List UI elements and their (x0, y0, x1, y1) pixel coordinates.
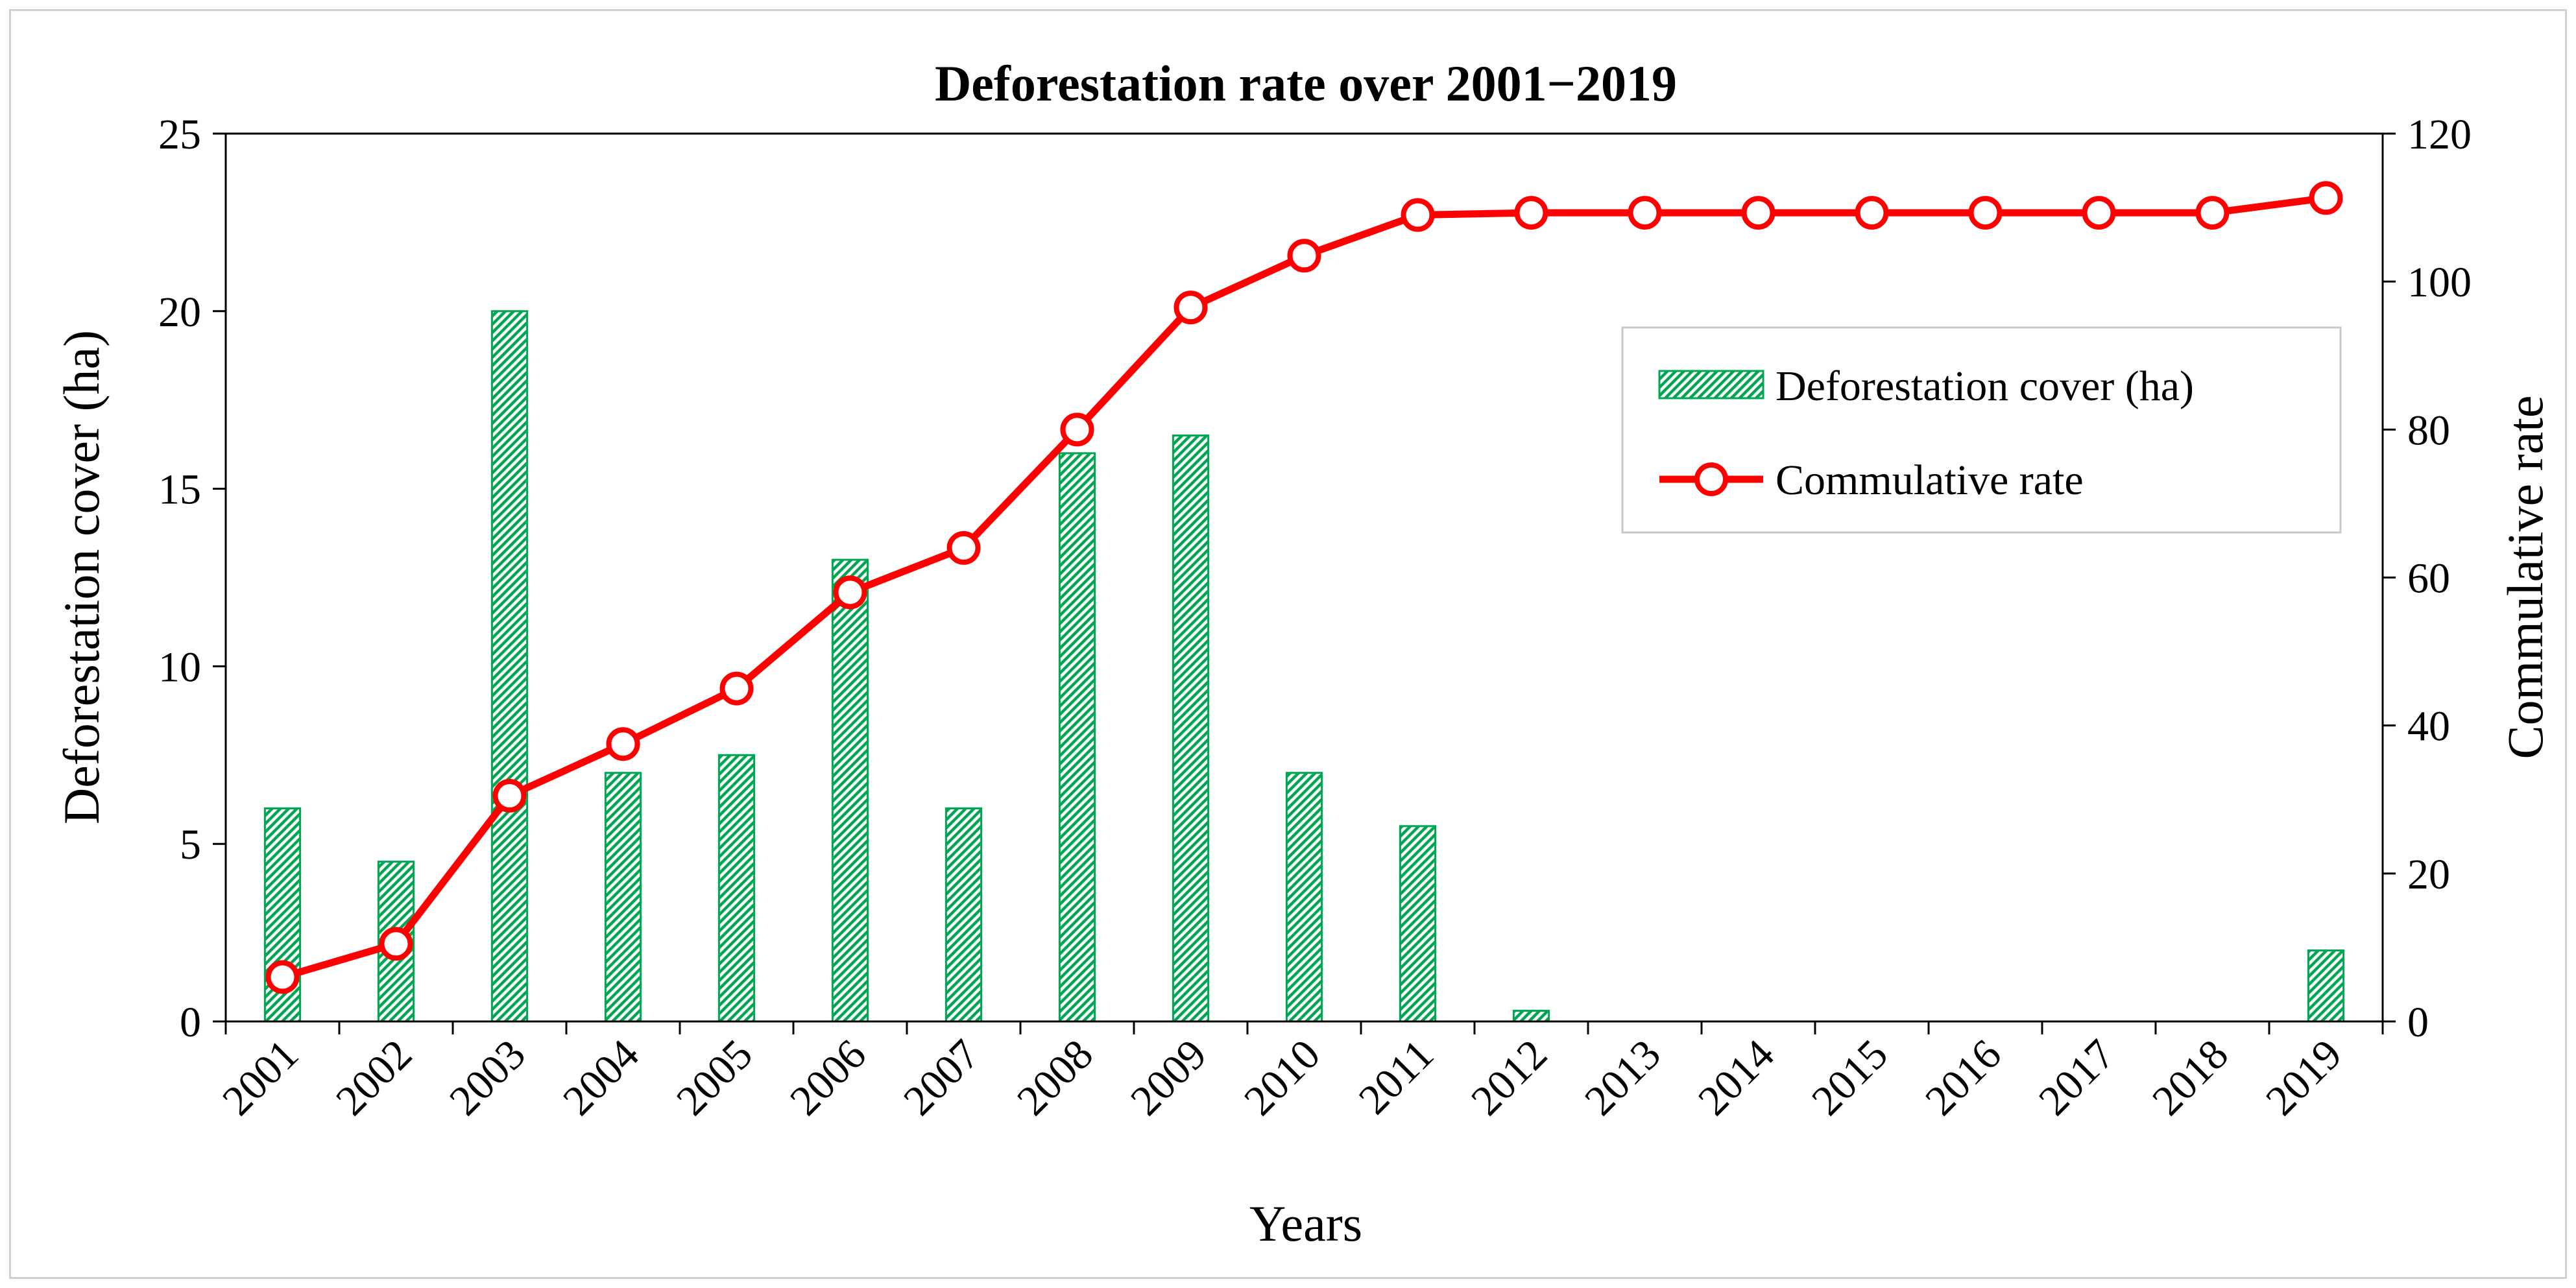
y2-tick-label: 40 (2407, 703, 2450, 750)
point-2011 (1401, 198, 1435, 232)
x-tick-label-2011: 2011 (1350, 1031, 1443, 1123)
bar-2011 (1399, 825, 1437, 1023)
bar-2012 (1512, 1010, 1550, 1023)
point-2016 (1968, 196, 2003, 230)
point-2007 (946, 531, 981, 565)
bar-2005 (717, 754, 756, 1023)
x-tick-label-2009: 2009 (1122, 1031, 1216, 1125)
x-tick-label-2002: 2002 (327, 1031, 421, 1125)
x-tick-label-2016: 2016 (1916, 1031, 2010, 1125)
y2-tick-label: 20 (2407, 851, 2450, 898)
x-tick-label-2005: 2005 (668, 1031, 762, 1125)
y2-tick-label: 80 (2407, 407, 2450, 454)
bar-2007 (945, 807, 983, 1023)
y-tick-label: 25 (158, 111, 201, 158)
point-2015 (1855, 196, 1889, 230)
y-axis-title: Deforestation cover (ha) (53, 330, 110, 824)
bar-2003 (490, 310, 529, 1023)
legend-bar-label: Deforestation cover (ha) (1776, 363, 2194, 410)
x-tick-label-2012: 2012 (1462, 1031, 1556, 1125)
y2-tick-label: 120 (2407, 111, 2472, 158)
point-2001 (265, 960, 300, 994)
line-series (265, 181, 2343, 994)
point-2008 (1060, 412, 1094, 447)
point-2004 (606, 727, 640, 761)
chart-canvas: Deforestation rate over 2001−2019 2001 20… (53, 55, 2553, 1252)
legend-box (1621, 326, 2342, 534)
bar-2008 (1058, 452, 1096, 1023)
y2-tick-label: 0 (2407, 999, 2429, 1046)
y-tick-label: 10 (158, 643, 201, 691)
point-2005 (719, 671, 754, 706)
point-2002 (379, 927, 413, 961)
x-axis: 2001 2002 2003 2004 2005 2006 2007 2008 2009 2010… (213, 1021, 2384, 1125)
bar-2019 (2307, 949, 2345, 1023)
point-2010 (1287, 239, 1321, 273)
y2-tick-label: 100 (2407, 259, 2472, 306)
y-tick-label: 15 (158, 466, 201, 514)
point-2019 (2309, 181, 2343, 215)
chart-frame: Deforestation rate over 2001−2019 2001 20… (9, 9, 2567, 1279)
x-tick-label-2008: 2008 (1008, 1031, 1102, 1125)
x-tick-label-2007: 2007 (895, 1031, 989, 1125)
x-tick-label-2018: 2018 (2143, 1031, 2237, 1125)
bar-2006 (831, 558, 869, 1023)
x-tick-label-2003: 2003 (440, 1031, 535, 1125)
x-axis-title: Years (1249, 1195, 1362, 1252)
legend-line-marker (1694, 462, 1728, 496)
bar-2004 (604, 772, 642, 1023)
point-2009 (1174, 291, 1208, 325)
x-tick-label-2015: 2015 (1803, 1031, 1897, 1125)
bar-series (263, 310, 2345, 1023)
point-2003 (492, 779, 527, 813)
y-tick-label: 0 (180, 999, 201, 1046)
point-2012 (1514, 196, 1548, 230)
point-2013 (1628, 196, 1662, 230)
legend-bar-swatch (1658, 370, 1764, 400)
point-2018 (2195, 196, 2230, 230)
x-tick-label-2006: 2006 (781, 1031, 875, 1125)
y2-tick-label: 60 (2407, 555, 2450, 602)
x-tick-label-2014: 2014 (1689, 1031, 1783, 1125)
x-tick-label-2013: 2013 (1576, 1031, 1670, 1125)
bar-2009 (1172, 434, 1210, 1023)
point-2017 (2082, 196, 2116, 230)
legend: Deforestation cover (ha) Commulative rat… (1621, 326, 2342, 534)
x-tick-label-2019: 2019 (2257, 1031, 2351, 1125)
x-tick-label-2010: 2010 (1235, 1031, 1329, 1125)
y-axis-right: 0 20 40 60 80 100 120 (2383, 111, 2472, 1046)
x-tick-label-2001: 2001 (213, 1031, 307, 1125)
bar-2010 (1285, 772, 1323, 1023)
x-tick-label-2017: 2017 (2030, 1031, 2124, 1125)
y2-axis-title: Commulative rate (2497, 395, 2553, 759)
y-tick-label: 20 (158, 289, 201, 336)
chart-title: Deforestation rate over 2001−2019 (935, 55, 1677, 112)
legend-line-label: Commulative rate (1776, 457, 2084, 504)
y-axis-left: 0 5 10 15 20 25 (158, 111, 226, 1046)
point-2006 (833, 575, 867, 610)
x-tick-label-2004: 2004 (554, 1031, 648, 1125)
y-tick-label: 5 (180, 821, 201, 868)
point-2014 (1741, 196, 1776, 230)
